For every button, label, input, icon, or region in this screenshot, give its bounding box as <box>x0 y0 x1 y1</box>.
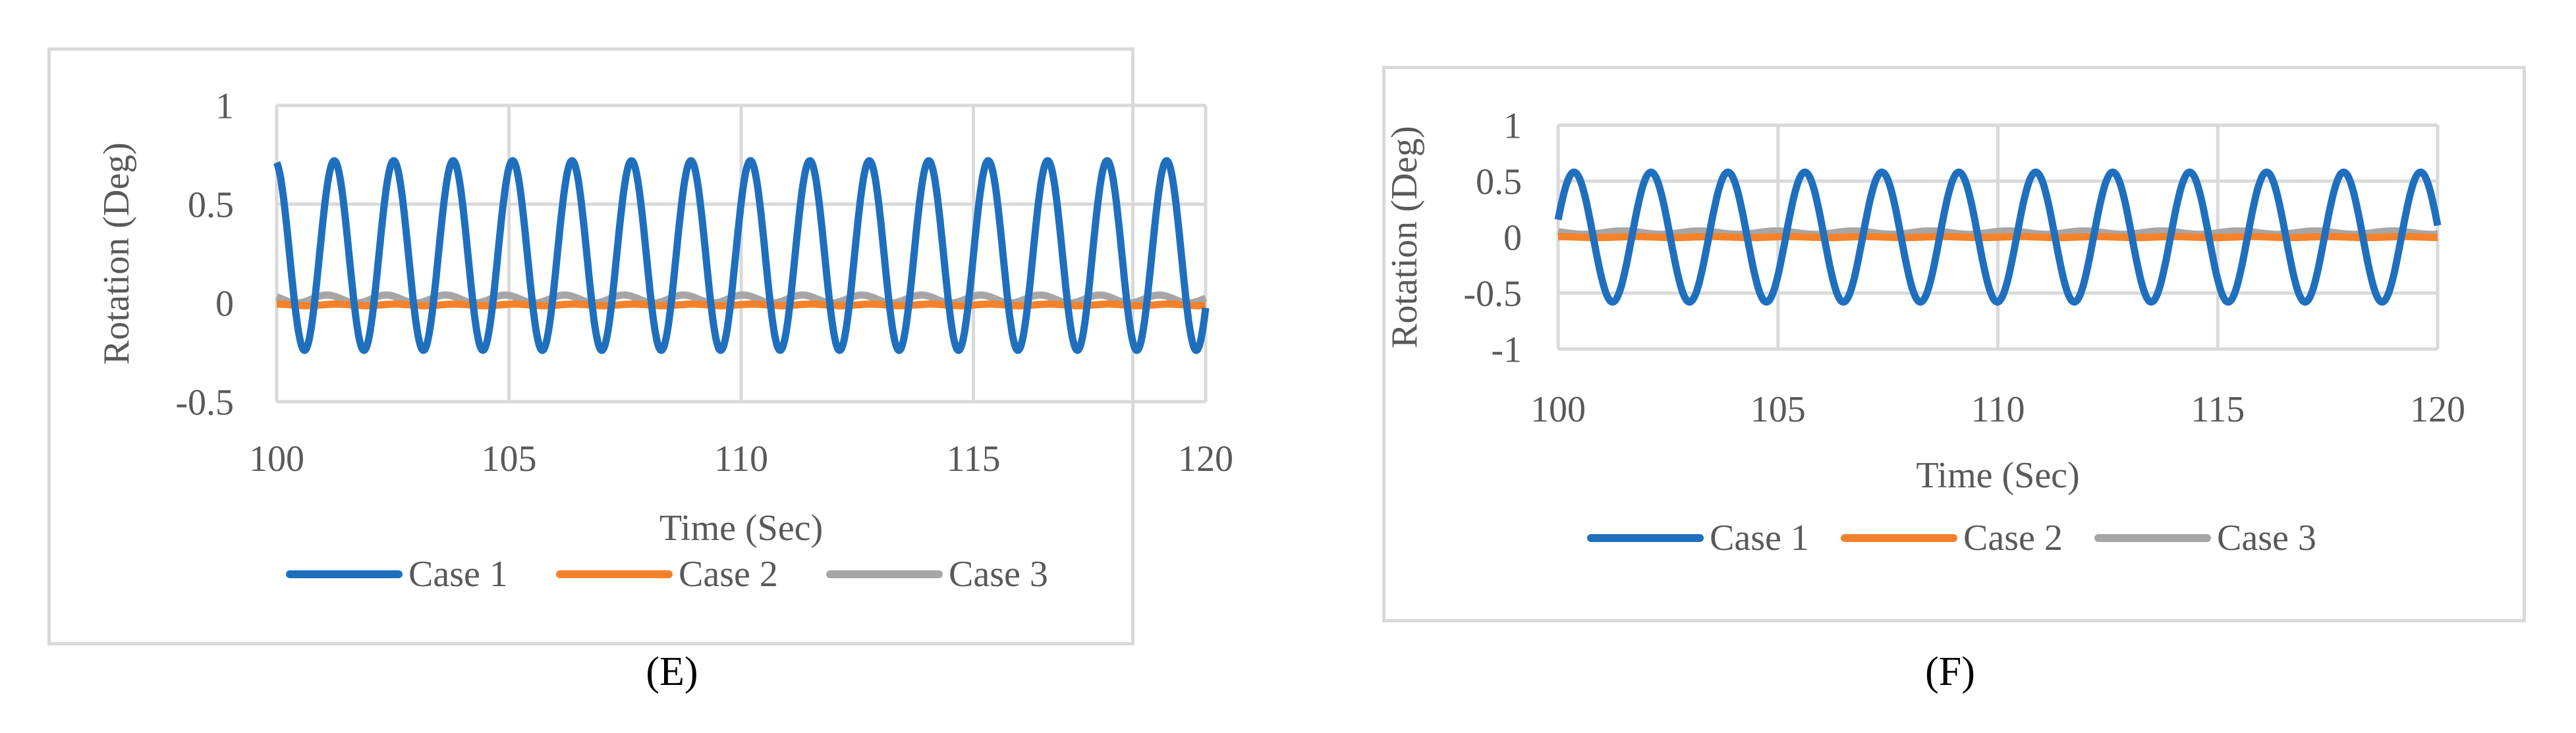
panel-caption-f: (F) <box>1925 649 1975 694</box>
x-tick-label: 120 <box>2410 389 2465 430</box>
series-line-case-2 <box>1555 232 2441 242</box>
legend-label-case-3: Case 3 <box>949 554 1048 595</box>
y-tick-label: 0.5 <box>188 185 234 226</box>
y-tick-label: 1 <box>1503 106 1522 147</box>
x-tick-label: 100 <box>1530 389 1586 430</box>
series-line-case-1 <box>1554 168 2442 306</box>
legend-label-case-2: Case 2 <box>679 554 778 595</box>
legend-label-case-1: Case 1 <box>1710 518 1809 558</box>
y-tick-label: 1 <box>215 86 234 127</box>
y-tick-label: -0.5 <box>175 383 234 423</box>
x-tick-label: 105 <box>482 439 537 479</box>
x-tick-label: 110 <box>1971 389 2025 430</box>
y-tick-label: -0.5 <box>1463 274 1522 315</box>
x-axis-title: Time (Sec) <box>659 508 823 549</box>
legend-label-case-3: Case 3 <box>2217 518 2316 558</box>
series-line-case-3 <box>1555 227 2441 238</box>
legend-label-case-2: Case 2 <box>1963 518 2063 558</box>
x-axis-title: Time (Sec) <box>1916 455 2079 496</box>
y-tick-label: 0 <box>1503 218 1522 259</box>
y-tick-label: 0 <box>215 284 234 325</box>
y-tick-label: -1 <box>1491 330 1522 371</box>
y-tick-label: 0.5 <box>1476 162 1522 203</box>
x-tick-label: 105 <box>1750 389 1806 430</box>
y-axis-title: Rotation (Deg) <box>1384 126 1425 348</box>
y-axis-title: Rotation (Deg) <box>96 142 137 364</box>
series-line-case-1 <box>273 157 1210 354</box>
x-tick-label: 115 <box>2191 389 2245 430</box>
x-tick-label: 100 <box>249 439 304 479</box>
panel-caption-e: (E) <box>646 649 698 694</box>
x-tick-label: 120 <box>1178 439 1233 479</box>
chart-panel-f <box>1382 66 2526 622</box>
x-tick-label: 115 <box>947 439 1001 479</box>
x-tick-label: 110 <box>714 439 768 479</box>
legend-label-case-1: Case 1 <box>408 554 508 595</box>
